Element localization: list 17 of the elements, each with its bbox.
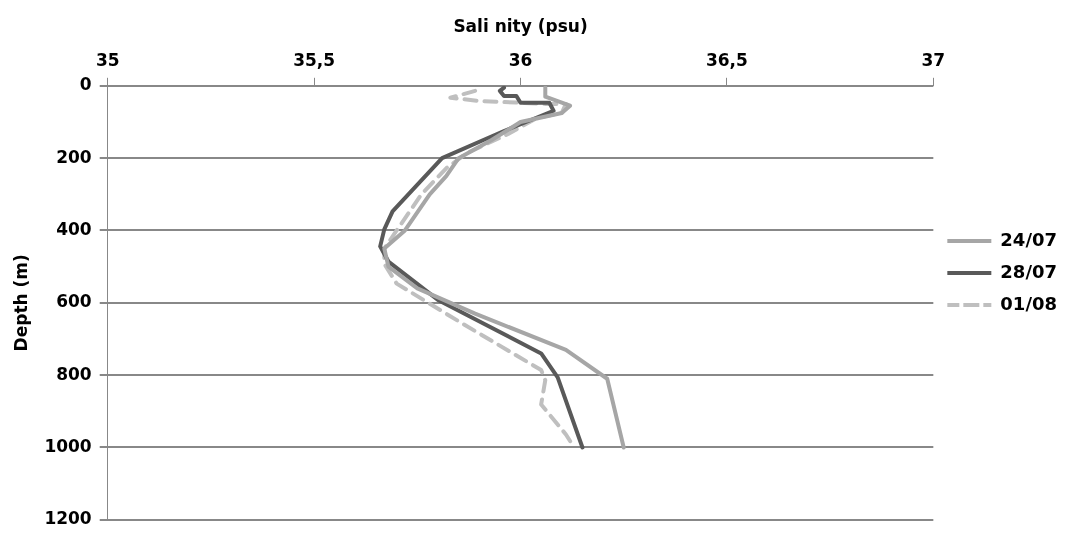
y-tick-label: 400 xyxy=(56,218,92,239)
legend-label: 01/08 xyxy=(1000,292,1057,314)
legend-label: 24/07 xyxy=(1000,228,1057,250)
y-tick-label: 1000 xyxy=(44,435,92,456)
y-tick-label: 200 xyxy=(56,146,92,167)
x-tick-label: 35,5 xyxy=(293,50,336,71)
x-tick-label: 37 xyxy=(921,50,946,71)
y-tick-label: 600 xyxy=(56,291,92,312)
y-axis-title: Depth (m) xyxy=(10,254,31,352)
y-tick-label: 0 xyxy=(79,74,92,95)
x-axis-title: Sali nity (psu) xyxy=(453,15,588,36)
x-tick-label: 36,5 xyxy=(705,50,748,71)
y-tick-label: 1200 xyxy=(44,508,92,529)
x-tick-label: 35 xyxy=(95,50,120,71)
x-tick-label: 36 xyxy=(508,50,533,71)
legend-label: 28/07 xyxy=(1000,260,1057,282)
y-tick-label: 800 xyxy=(56,363,92,384)
